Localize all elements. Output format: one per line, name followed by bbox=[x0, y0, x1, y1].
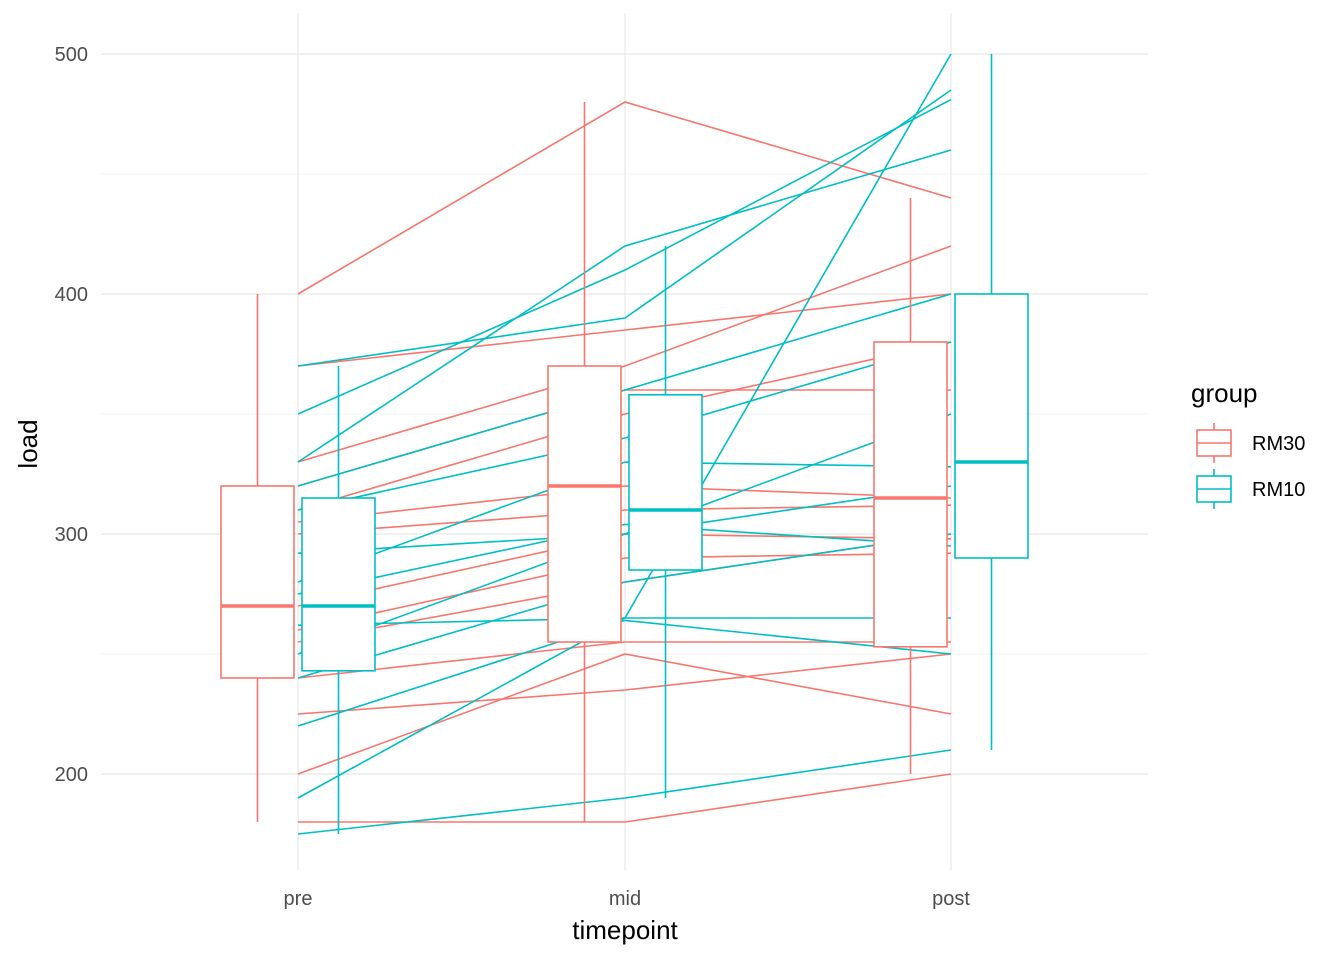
subject-line-RM10 bbox=[297, 413, 952, 655]
subject-line-RM30 bbox=[297, 552, 952, 631]
subject-line-RM30 bbox=[297, 485, 952, 523]
subject-lines bbox=[297, 53, 952, 835]
boxplot-RM30-mid bbox=[547, 102, 622, 822]
x-tick-label: pre bbox=[284, 888, 313, 910]
legend-key-RM30 bbox=[1196, 423, 1232, 463]
box bbox=[873, 341, 948, 648]
boxplot-RM10-post bbox=[954, 54, 1029, 750]
legend-label-RM30: RM30 bbox=[1252, 433, 1305, 455]
box bbox=[301, 497, 376, 672]
y-tick-label: 300 bbox=[55, 524, 88, 546]
subject-line-RM30 bbox=[297, 293, 952, 367]
x-tick-label: post bbox=[932, 888, 970, 910]
subject-line-RM10 bbox=[297, 293, 952, 487]
x-axis-title: timepoint bbox=[572, 915, 678, 945]
subject-line-RM10 bbox=[297, 461, 952, 583]
legend-key-RM10 bbox=[1196, 469, 1232, 509]
y-tick-label: 200 bbox=[55, 764, 88, 786]
subject-line-RM10 bbox=[297, 149, 952, 463]
x-axis-ticks: pre mid post bbox=[284, 888, 971, 910]
subject-line-RM30 bbox=[297, 245, 952, 463]
box bbox=[547, 365, 622, 643]
boxplot-RM30-pre bbox=[220, 294, 295, 822]
subject-line-RM10 bbox=[297, 619, 952, 727]
subject-line-RM10 bbox=[297, 523, 952, 595]
subject-line-RM10 bbox=[297, 341, 952, 511]
legend-label-RM10: RM10 bbox=[1252, 479, 1305, 501]
subject-line-RM30 bbox=[297, 504, 952, 535]
y-tick-label: 400 bbox=[55, 284, 88, 306]
box bbox=[628, 393, 703, 571]
boxplot-RM30-post bbox=[873, 198, 948, 774]
subject-line-RM10 bbox=[297, 53, 952, 799]
subject-line-RM10 bbox=[297, 98, 952, 415]
legend-title: group bbox=[1191, 378, 1258, 408]
subject-line-RM10 bbox=[297, 89, 952, 367]
y-axis-title: load bbox=[13, 419, 43, 468]
subject-line-RM30 bbox=[297, 341, 952, 511]
legend: group RM30 RM10 bbox=[1191, 378, 1305, 509]
box bbox=[954, 293, 1029, 559]
y-tick-label: 500 bbox=[55, 44, 88, 66]
box bbox=[220, 485, 295, 679]
subject-line-RM10 bbox=[297, 749, 952, 835]
boxplot-RM10-pre bbox=[301, 366, 376, 834]
boxplot-RM10-mid bbox=[628, 246, 703, 798]
boxplots bbox=[220, 54, 1029, 834]
y-axis-ticks: 200 300 400 500 bbox=[55, 44, 88, 786]
subject-line-RM30 bbox=[297, 653, 952, 715]
x-tick-label: mid bbox=[609, 888, 641, 910]
subject-line-RM30 bbox=[297, 653, 952, 775]
subject-line-RM10 bbox=[297, 533, 952, 679]
